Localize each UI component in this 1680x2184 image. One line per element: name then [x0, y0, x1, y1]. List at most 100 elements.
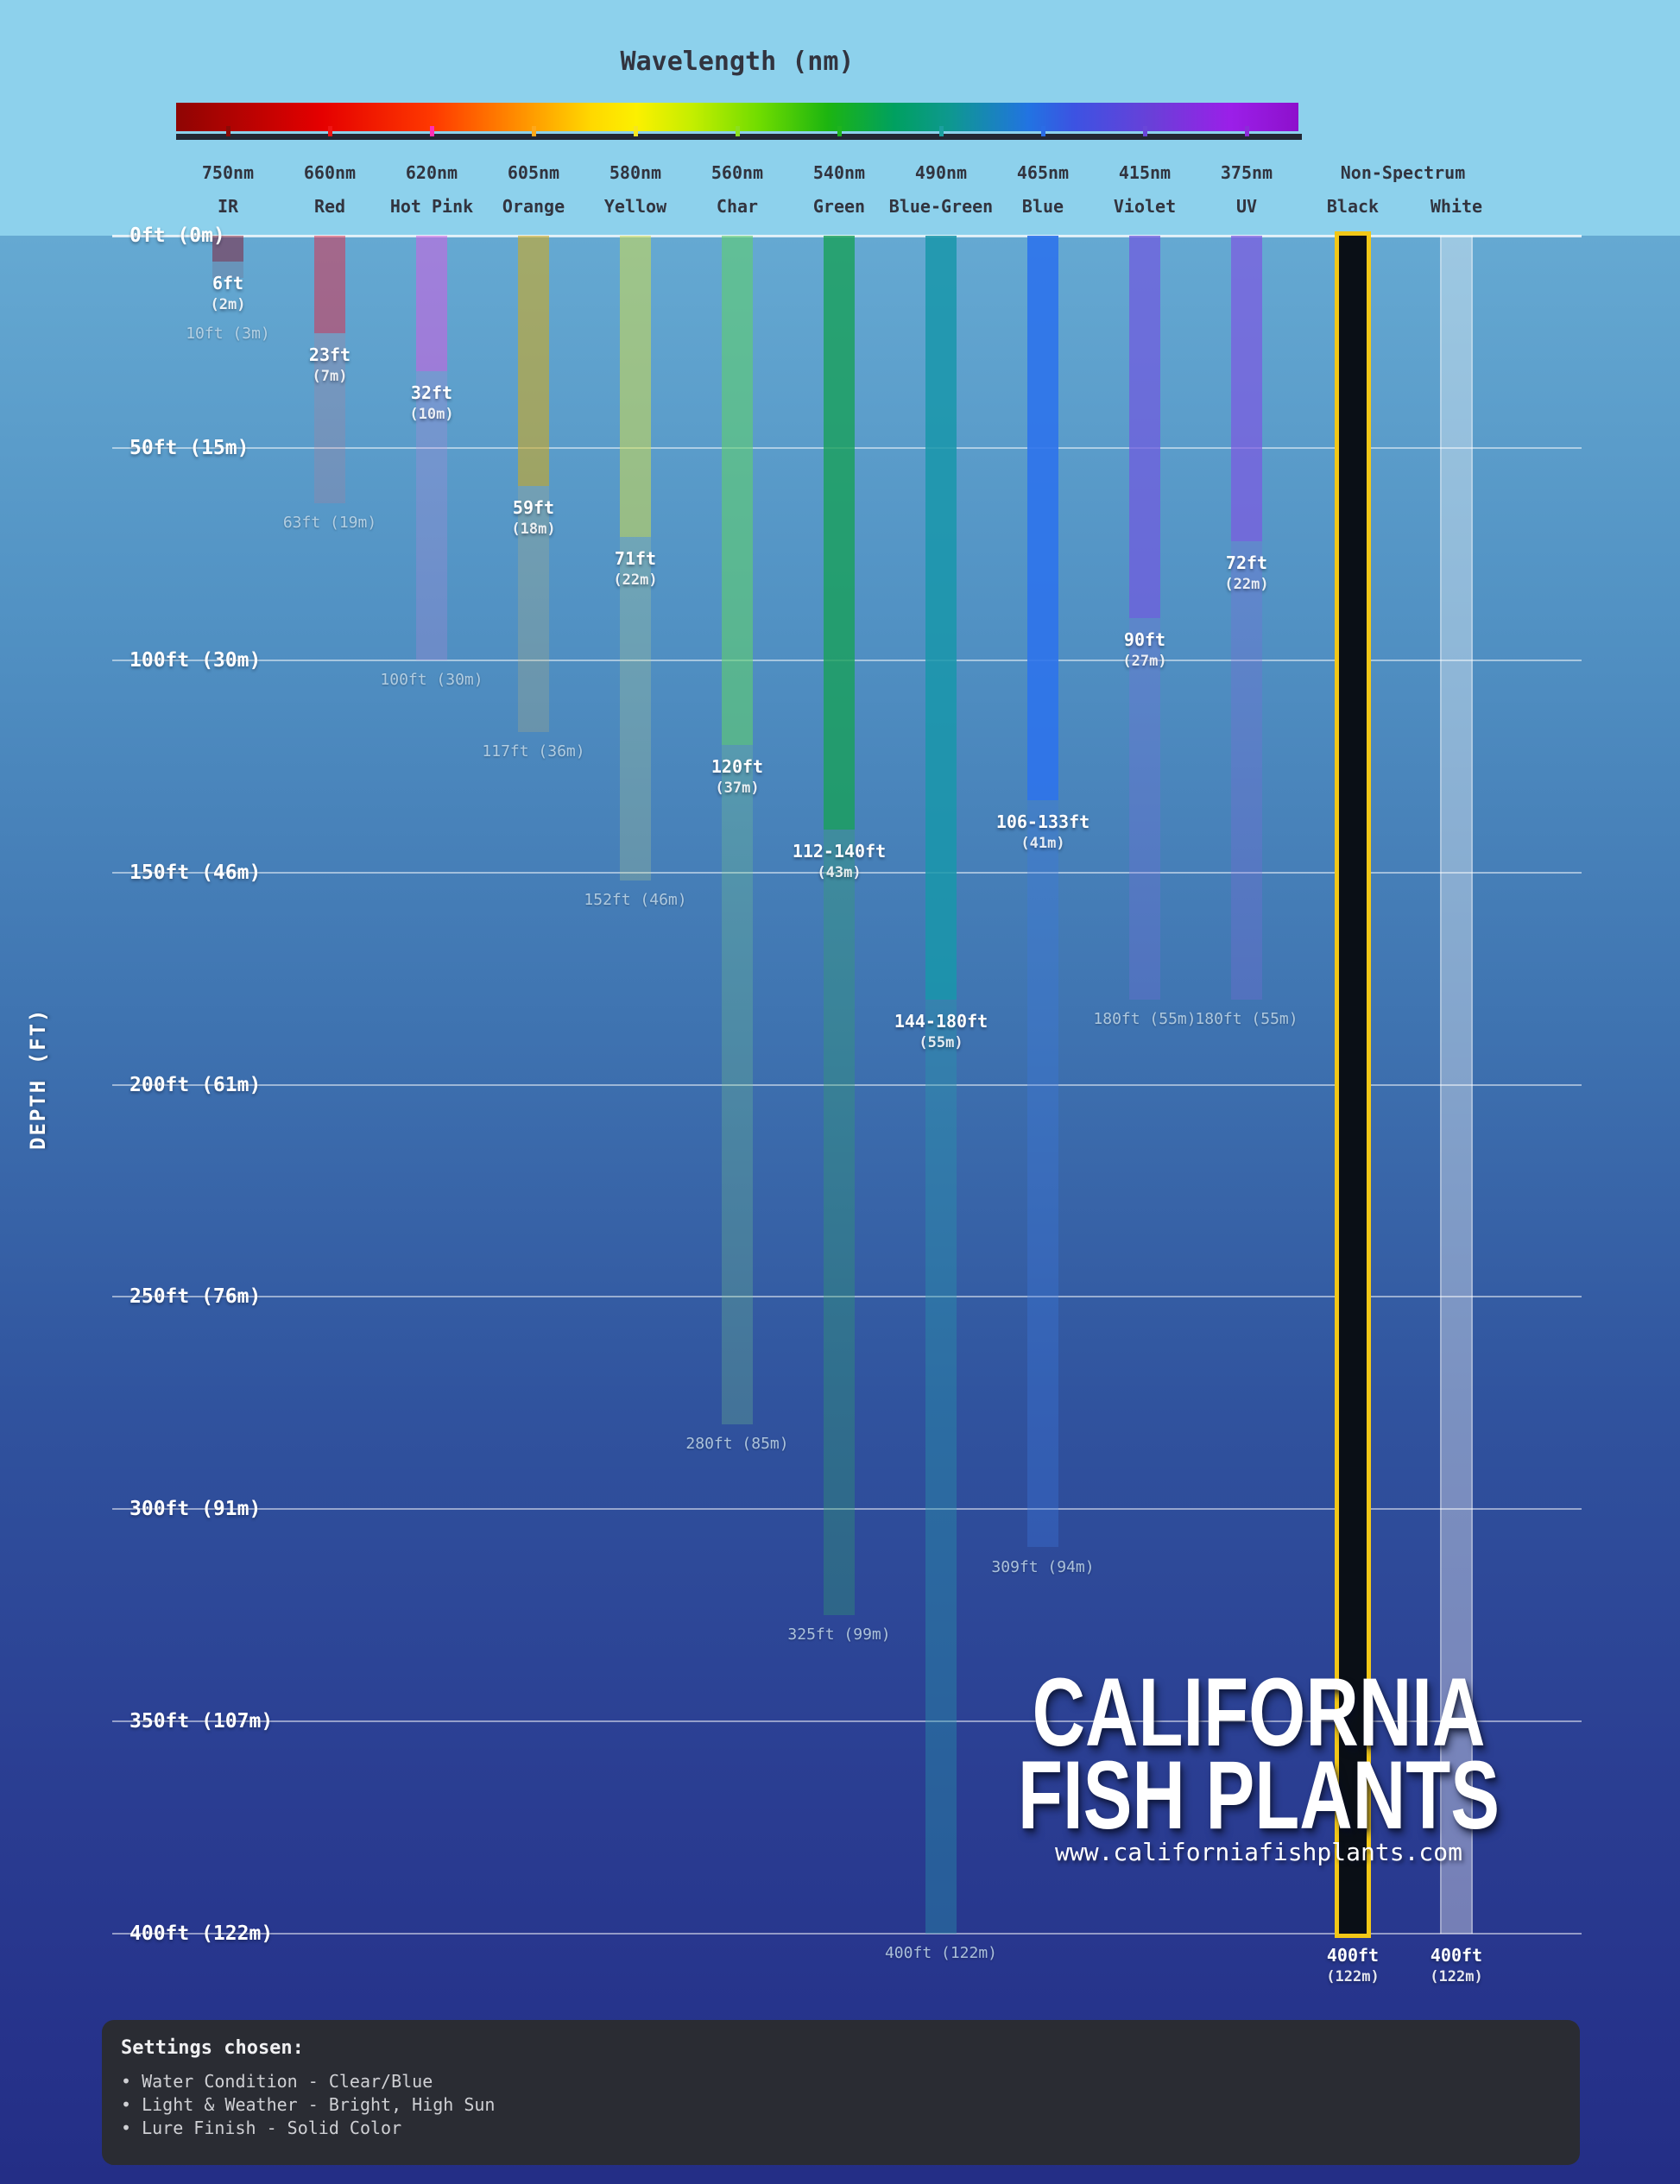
bar-depth-label-black: 400ft [1326, 1945, 1380, 1966]
column-nm-label: 605nm [507, 162, 560, 183]
bar-depth-sublabel-violet: (27m) [1122, 652, 1167, 670]
spectrum-tick-green [837, 126, 842, 136]
spectrum-tick-ir [226, 126, 231, 136]
watermark-line-1: CALIFORNIA [1032, 1658, 1486, 1766]
bar-faint-label-ir: 10ft (3m) [186, 324, 270, 343]
spectrum-tick-violet [1143, 126, 1147, 136]
bar-depth-sublabel-white: (122m) [1430, 1968, 1483, 1985]
bar-depth-sublabel-hot-pink: (10m) [409, 406, 454, 424]
bar-solid-violet [1129, 236, 1160, 618]
column-name-label: White [1430, 196, 1483, 217]
watermark-line-2: FISH PLANTS [1017, 1741, 1500, 1849]
column-nm-label: 620nm [405, 162, 458, 183]
column-name-label: Char [716, 196, 759, 217]
bar-tail-uv [1231, 541, 1262, 1000]
bar-faint-label-uv: 180ft (55m) [1195, 1010, 1298, 1029]
bar-depth-label-green: 112-140ft [792, 841, 887, 862]
grid-label-400ft: 400ft (122m) [129, 1922, 274, 1945]
bar-tail-orange [518, 486, 549, 733]
bar-tail-violet [1129, 617, 1160, 1000]
bar-solid-white [1440, 236, 1473, 1934]
bar-depth-label-ir: 6ft [212, 272, 244, 294]
spectrum-tick-hot-pink [430, 126, 434, 136]
gridline-400ft [112, 1933, 1582, 1935]
bar-depth-label-violet: 90ft [1123, 628, 1166, 650]
bar-depth-sublabel-red: (7m) [312, 368, 348, 386]
gridline-200ft [112, 1083, 1582, 1086]
bar-solid-ir [212, 236, 243, 262]
gridline-150ft [112, 871, 1582, 874]
column-name-label: UV [1235, 196, 1258, 217]
column-nm-label: 375nm [1220, 162, 1273, 183]
bar-faint-label-char: 280ft (85m) [685, 1434, 789, 1453]
settings-item-1: • Light & Weather - Bright, High Sun [121, 2094, 496, 2115]
bar-tail-yellow [620, 537, 651, 881]
column-nm-label: 490nm [914, 162, 968, 183]
bar-faint-label-blue-green: 400ft (122m) [884, 1944, 998, 1962]
column-nm-label: 415nm [1118, 162, 1172, 183]
bar-depth-sublabel-blue-green: (55m) [919, 1034, 963, 1052]
column-name-label: Violet [1113, 196, 1177, 217]
spectrum-tick-uv [1245, 126, 1249, 136]
bar-depth-label-blue-green: 144-180ft [894, 1011, 988, 1032]
bar-depth-sublabel-ir: (2m) [210, 295, 246, 313]
depth-axis-label: DEPTH (FT) [26, 1007, 50, 1151]
bar-depth-label-uv: 72ft [1225, 552, 1268, 574]
bar-depth-label-char: 120ft [711, 756, 764, 778]
column-name-label: Red [313, 196, 346, 217]
bar-solid-black [1335, 231, 1371, 1938]
bar-depth-sublabel-orange: (18m) [511, 521, 556, 539]
bar-tail-blue [1027, 800, 1058, 1548]
non-spectrum-label: Non-Spectrum [1340, 162, 1466, 183]
bar-solid-uv [1231, 236, 1262, 542]
bar-tail-hot-pink [416, 371, 447, 660]
bar-faint-label-blue: 309ft (94m) [991, 1557, 1095, 1576]
bar-faint-label-yellow: 152ft (46m) [584, 891, 687, 910]
bar-depth-label-hot-pink: 32ft [410, 382, 453, 404]
spectrum-tick-blue [1041, 126, 1045, 136]
column-nm-label: 750nm [201, 162, 255, 183]
bar-depth-sublabel-black: (122m) [1326, 1968, 1380, 1985]
bar-tail-char [722, 745, 753, 1424]
bar-depth-sublabel-green: (43m) [817, 864, 862, 882]
bar-depth-label-red: 23ft [308, 344, 351, 366]
watermark-url: www.californiafishplants.com [1054, 1838, 1462, 1866]
grid-label-150ft: 150ft (46m) [129, 861, 262, 884]
page-title: Wavelength (nm) [620, 47, 855, 77]
settings-panel: Settings chosen: • Water Condition - Cle… [102, 2020, 1580, 2165]
grid-label-350ft: 350ft (107m) [129, 1710, 274, 1733]
bar-solid-red [314, 236, 345, 334]
bar-depth-label-blue: 106-133ft [995, 811, 1090, 833]
spectrum-tick-char [736, 126, 740, 136]
spectrum-tick-red [328, 126, 332, 136]
settings-heading: Settings chosen: [121, 2037, 304, 2059]
bar-solid-blue [1027, 236, 1058, 801]
bar-depth-sublabel-uv: (22m) [1224, 576, 1269, 594]
grid-label-300ft: 300ft (91m) [129, 1498, 262, 1521]
bar-tail-red [314, 333, 345, 503]
bar-depth-label-yellow: 71ft [614, 548, 657, 570]
bar-solid-char [722, 236, 753, 746]
bar-solid-orange [518, 236, 549, 487]
column-nm-label: 560nm [711, 162, 764, 183]
bar-faint-label-orange: 117ft (36m) [482, 742, 585, 761]
column-name-label: Yellow [603, 196, 667, 217]
grid-label-100ft: 100ft (30m) [129, 648, 262, 672]
gridline-250ft [112, 1296, 1582, 1298]
gridline-350ft [112, 1720, 1582, 1723]
bar-solid-hot-pink [416, 236, 447, 372]
column-name-label: Blue [1021, 196, 1064, 217]
grid-label-50ft: 50ft (15m) [129, 436, 249, 459]
column-name-label: Green [812, 196, 866, 217]
column-nm-label: 465nm [1016, 162, 1070, 183]
settings-item-2: • Lure Finish - Solid Color [121, 2118, 402, 2138]
bar-depth-label-orange: 59ft [512, 497, 555, 519]
column-name-label: Black [1326, 196, 1380, 217]
bar-depth-sublabel-blue: (41m) [1020, 835, 1065, 853]
bar-depth-sublabel-char: (37m) [715, 780, 760, 798]
column-name-label: IR [217, 196, 239, 217]
spectrum-tick-yellow [634, 126, 638, 136]
bar-faint-label-hot-pink: 100ft (30m) [380, 670, 483, 689]
gridline-300ft [112, 1508, 1582, 1511]
bar-tail-green [824, 830, 855, 1616]
